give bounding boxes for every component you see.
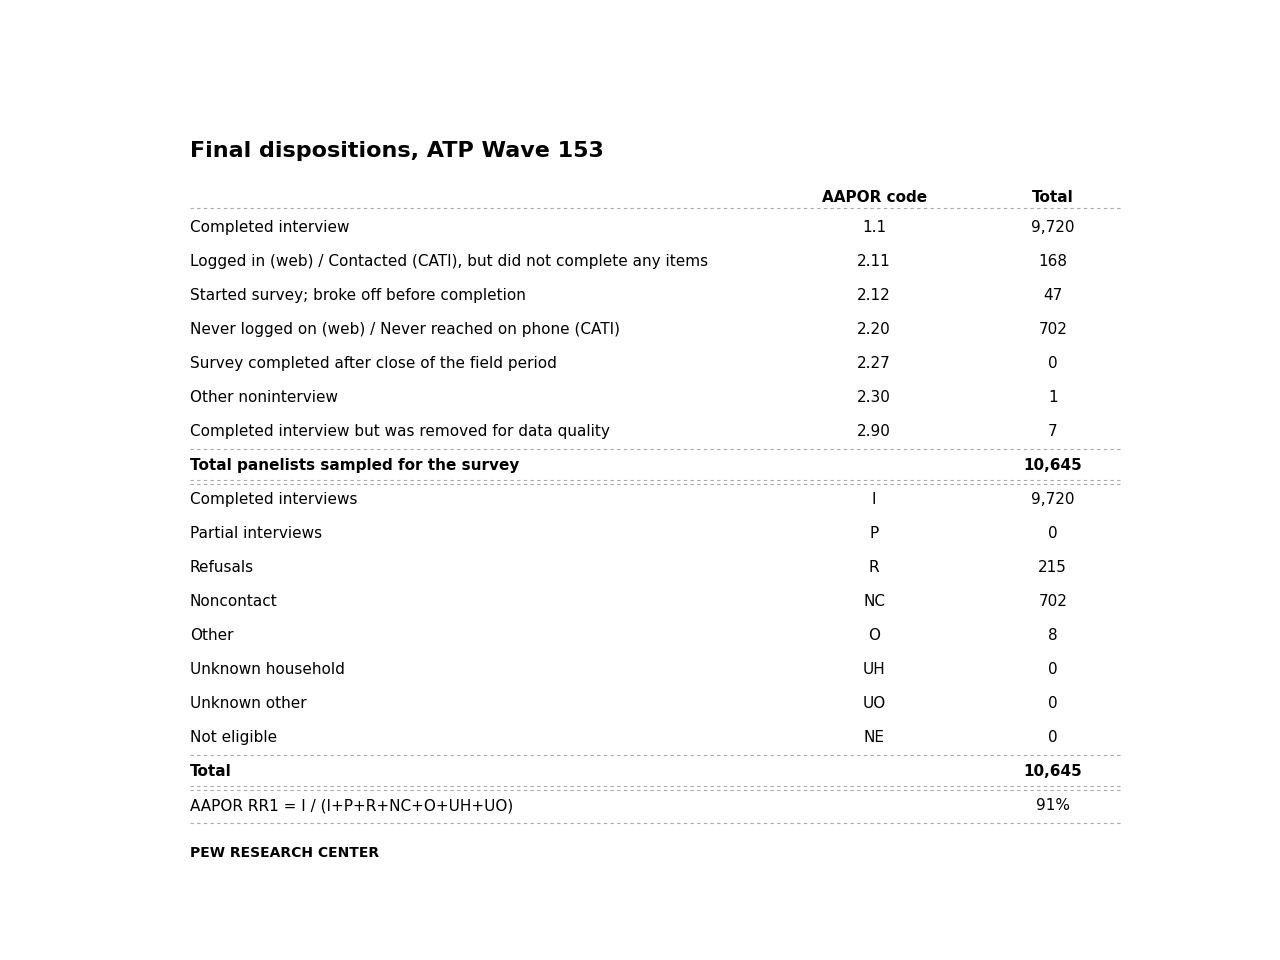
Text: Total: Total [189,764,232,780]
Text: Unknown other: Unknown other [189,696,306,711]
Text: Logged in (web) / Contacted (CATI), but did not complete any items: Logged in (web) / Contacted (CATI), but … [189,254,708,269]
Text: 2.27: 2.27 [858,356,891,372]
Text: Never logged on (web) / Never reached on phone (CATI): Never logged on (web) / Never reached on… [189,322,620,337]
Text: P: P [869,526,879,541]
Text: 702: 702 [1038,322,1068,337]
Text: 0: 0 [1048,662,1057,677]
Text: 7: 7 [1048,424,1057,439]
Text: Other: Other [189,628,233,643]
Text: 2.90: 2.90 [858,424,891,439]
Text: Unknown household: Unknown household [189,662,344,677]
Text: Refusals: Refusals [189,560,253,575]
Text: 2.11: 2.11 [858,254,891,269]
Text: Not eligible: Not eligible [189,731,276,745]
Text: 0: 0 [1048,526,1057,541]
Text: 2.30: 2.30 [858,390,891,405]
Text: UH: UH [863,662,886,677]
Text: Other noninterview: Other noninterview [189,390,338,405]
Text: Completed interview: Completed interview [189,220,349,235]
Text: 1.1: 1.1 [863,220,886,235]
Text: Survey completed after close of the field period: Survey completed after close of the fiel… [189,356,557,372]
Text: 47: 47 [1043,288,1062,303]
Text: 0: 0 [1048,731,1057,745]
Text: 0: 0 [1048,696,1057,711]
Text: NE: NE [864,731,884,745]
Text: 168: 168 [1038,254,1068,269]
Text: 10,645: 10,645 [1024,764,1082,780]
Text: Partial interviews: Partial interviews [189,526,321,541]
Text: Final dispositions, ATP Wave 153: Final dispositions, ATP Wave 153 [189,141,604,161]
Text: UO: UO [863,696,886,711]
Text: 215: 215 [1038,560,1068,575]
Text: R: R [869,560,879,575]
Text: AAPOR RR1 = I / (I+P+R+NC+O+UH+UO): AAPOR RR1 = I / (I+P+R+NC+O+UH+UO) [189,798,513,813]
Text: Started survey; broke off before completion: Started survey; broke off before complet… [189,288,526,303]
Text: 91%: 91% [1036,798,1070,813]
Text: 0: 0 [1048,356,1057,372]
Text: I: I [872,492,877,507]
Text: 2.12: 2.12 [858,288,891,303]
Text: O: O [868,628,881,643]
Text: Completed interviews: Completed interviews [189,492,357,507]
Text: PEW RESEARCH CENTER: PEW RESEARCH CENTER [189,846,379,859]
Text: 9,720: 9,720 [1032,220,1074,235]
Text: Total: Total [1032,190,1074,205]
Text: 9,720: 9,720 [1032,492,1074,507]
Text: Completed interview but was removed for data quality: Completed interview but was removed for … [189,424,609,439]
Text: 10,645: 10,645 [1024,458,1082,473]
Text: 1: 1 [1048,390,1057,405]
Text: 8: 8 [1048,628,1057,643]
Text: Total panelists sampled for the survey: Total panelists sampled for the survey [189,458,520,473]
Text: Noncontact: Noncontact [189,594,278,609]
Text: 702: 702 [1038,594,1068,609]
Text: AAPOR code: AAPOR code [822,190,927,205]
Text: 2.20: 2.20 [858,322,891,337]
Text: NC: NC [863,594,886,609]
